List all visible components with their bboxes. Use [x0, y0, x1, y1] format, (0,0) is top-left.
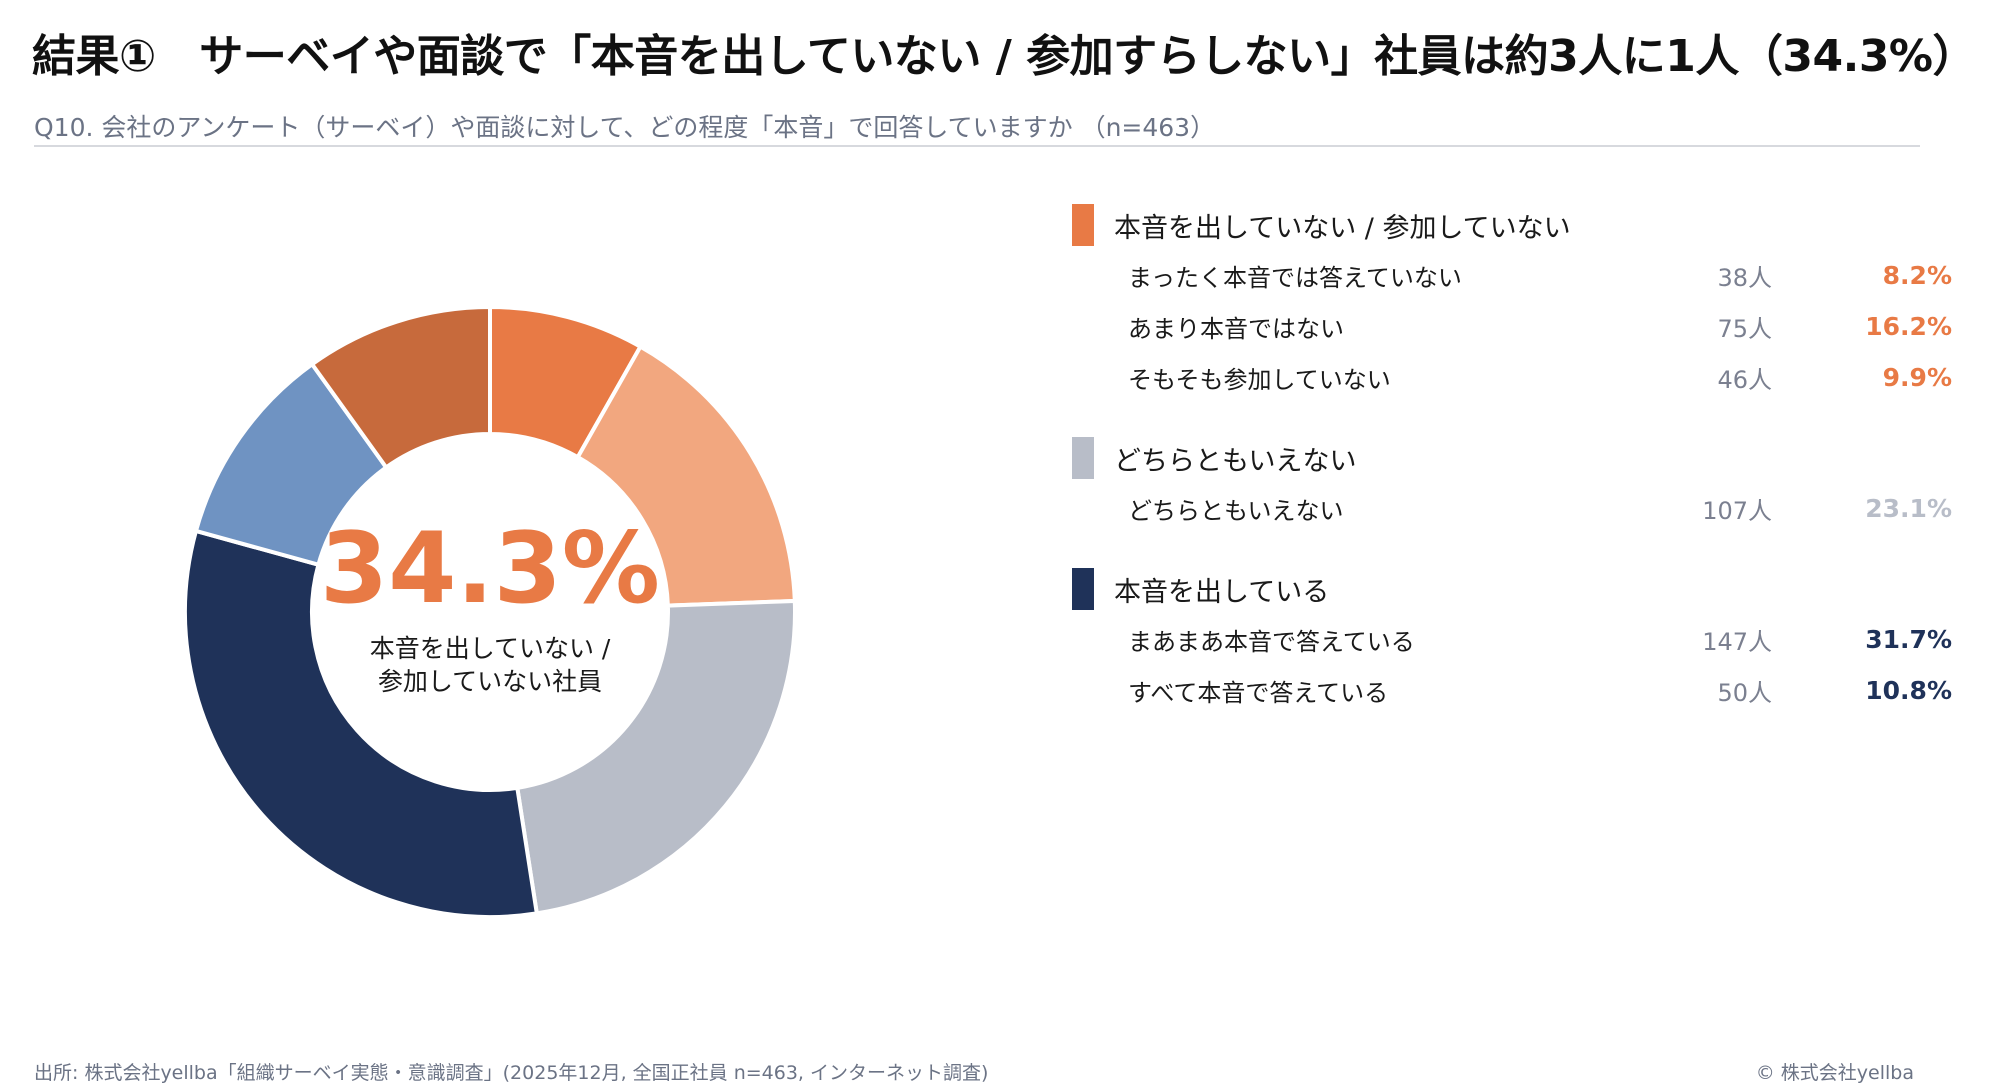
legend: 本音を出していない / 参加していないまったく本音では答えていない 38人 8.2%…: [1072, 200, 1952, 746]
legend-group-title: 本音を出している: [1114, 576, 1330, 608]
legend-group-header: どちらともいえない: [1072, 433, 1952, 483]
legend-row-label: そもそも参加していない: [1128, 366, 1391, 394]
legend-row-percent: 10.8%: [1865, 676, 1952, 705]
page-title: 結果① サーベイや面談で「本音を出していない / 参加すらしない」社員は約3人に…: [32, 31, 1977, 82]
legend-row-count: 107人: [1702, 497, 1772, 525]
legend-row-count: 46人: [1717, 366, 1772, 394]
legend-row-percent: 23.1%: [1865, 494, 1952, 523]
legend-group-title: どちらともいえない: [1114, 445, 1357, 477]
legend-row-percent: 8.2%: [1882, 261, 1952, 290]
legend-row-label: どちらともいえない: [1128, 497, 1344, 525]
source-note: 出所: 株式会社yellba「組織サーベイ実態・意識調査」(2025年12月, …: [34, 1062, 989, 1084]
donut-slice: [515, 598, 797, 916]
legend-row-count: 38人: [1717, 264, 1772, 292]
legend-row-percent: 31.7%: [1865, 625, 1952, 654]
legend-row-count: 50人: [1717, 679, 1772, 707]
center-percentage: 34.3%: [320, 512, 660, 626]
copyright: © 株式会社yellba: [1755, 1062, 1914, 1084]
donut-slice: [575, 343, 797, 608]
legend-group: 本音を出しているまあまあ本音で答えている 147人 31.7% すべて本音で答えている…: [1072, 564, 1952, 716]
legend-group-header: 本音を出していない / 参加していない: [1072, 200, 1952, 250]
legend-swatch: [1072, 204, 1094, 246]
legend-row: あまり本音ではない 75人 16.2%: [1072, 301, 1952, 352]
legend-row: どちらともいえない 107人 23.1%: [1072, 483, 1952, 534]
legend-row-count: 75人: [1717, 315, 1772, 343]
legend-row-label: まあまあ本音で答えている: [1128, 628, 1415, 656]
legend-row-percent: 9.9%: [1882, 363, 1952, 392]
legend-row: そもそも参加していない 46人 9.9%: [1072, 352, 1952, 403]
legend-row-label: まったく本音では答えていない: [1128, 264, 1462, 292]
legend-group: 本音を出していない / 参加していないまったく本音では答えていない 38人 8.2%…: [1072, 200, 1952, 403]
legend-group-title: 本音を出していない / 参加していない: [1114, 212, 1571, 244]
question-subtitle: Q10. 会社のアンケート（サーベイ）や面談に対して、どの程度「本音」で回答して…: [34, 113, 1216, 142]
legend-row: まったく本音では答えていない 38人 8.2%: [1072, 250, 1952, 301]
legend-swatch: [1072, 568, 1094, 610]
legend-swatch: [1072, 437, 1094, 479]
center-label: 本音を出していない / 参加していない社員: [369, 634, 611, 696]
legend-group-header: 本音を出している: [1072, 564, 1952, 614]
legend-row: すべて本音で答えている 50人 10.8%: [1072, 665, 1952, 716]
legend-row: まあまあ本音で答えている 147人 31.7%: [1072, 614, 1952, 665]
legend-row-percent: 16.2%: [1865, 312, 1952, 341]
donut-chart: [183, 304, 797, 919]
legend-group: どちらともいえない どちらともいえない 107人 23.1%: [1072, 433, 1952, 534]
legend-row-count: 147人: [1702, 628, 1772, 656]
legend-row-label: あまり本音ではない: [1128, 315, 1344, 343]
donut-slice: [183, 528, 540, 919]
donut-slice: [309, 304, 492, 471]
header-divider: [34, 145, 1920, 147]
legend-row-label: すべて本音で答えている: [1128, 679, 1389, 707]
